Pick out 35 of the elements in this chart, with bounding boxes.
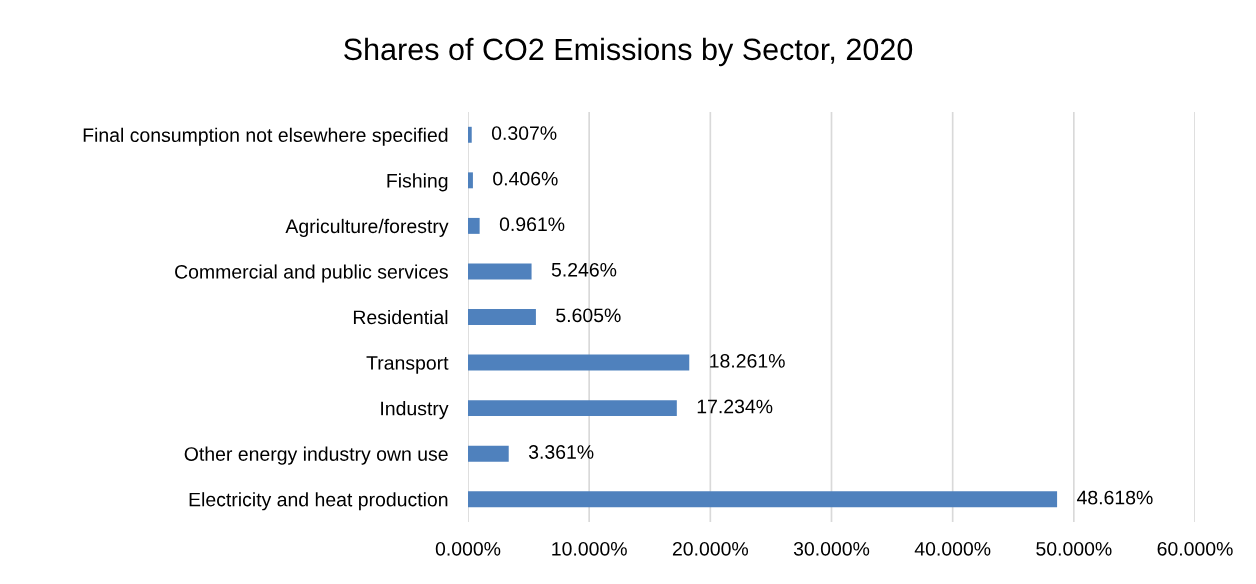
chart-title: Shares of CO2 Emissions by Sector, 2020 xyxy=(344,37,913,67)
bar xyxy=(468,217,480,234)
y-tick-label: Industry xyxy=(381,401,449,420)
y-tick-label: Fishing xyxy=(387,173,448,192)
bar xyxy=(468,172,473,189)
x-tick-label: 50.000% xyxy=(1036,541,1112,556)
y-tick-label: Transport xyxy=(366,356,449,374)
y-tick-label: Agriculture/forestry xyxy=(285,218,449,237)
y-tick-label: Commercial and public services xyxy=(175,264,448,283)
bar xyxy=(468,126,472,143)
data-label: 18.261% xyxy=(710,354,785,368)
bar xyxy=(468,445,509,462)
data-label: 3.361% xyxy=(528,445,594,459)
x-tick-label: 30.000% xyxy=(793,541,870,556)
data-label: 0.307% xyxy=(491,126,557,140)
y-tick-label: Residential xyxy=(353,309,448,325)
data-label: 48.618% xyxy=(1076,490,1153,505)
x-tick-label: 0.000% xyxy=(435,541,501,556)
bar xyxy=(468,354,690,371)
x-tick-label: 20.000% xyxy=(672,541,749,556)
data-label: 17.234% xyxy=(697,399,773,414)
bar xyxy=(468,491,1058,508)
y-tick-label: Other energy industry own use xyxy=(184,446,448,465)
x-tick-label: 10.000% xyxy=(552,541,627,556)
data-label: 5.605% xyxy=(556,308,621,323)
y-tick-label: Electricity and heat production xyxy=(189,492,448,511)
bar xyxy=(468,309,536,325)
bar xyxy=(468,263,532,280)
data-label: 5.246% xyxy=(551,262,617,277)
x-tick-label: 60.000% xyxy=(1157,541,1233,556)
data-label: 0.961% xyxy=(499,217,565,232)
data-label: 0.406% xyxy=(493,171,558,186)
y-tick-label: Final consumption not elsewhere specified xyxy=(83,127,448,146)
x-tick-label: 40.000% xyxy=(914,541,991,556)
bar xyxy=(468,400,677,417)
